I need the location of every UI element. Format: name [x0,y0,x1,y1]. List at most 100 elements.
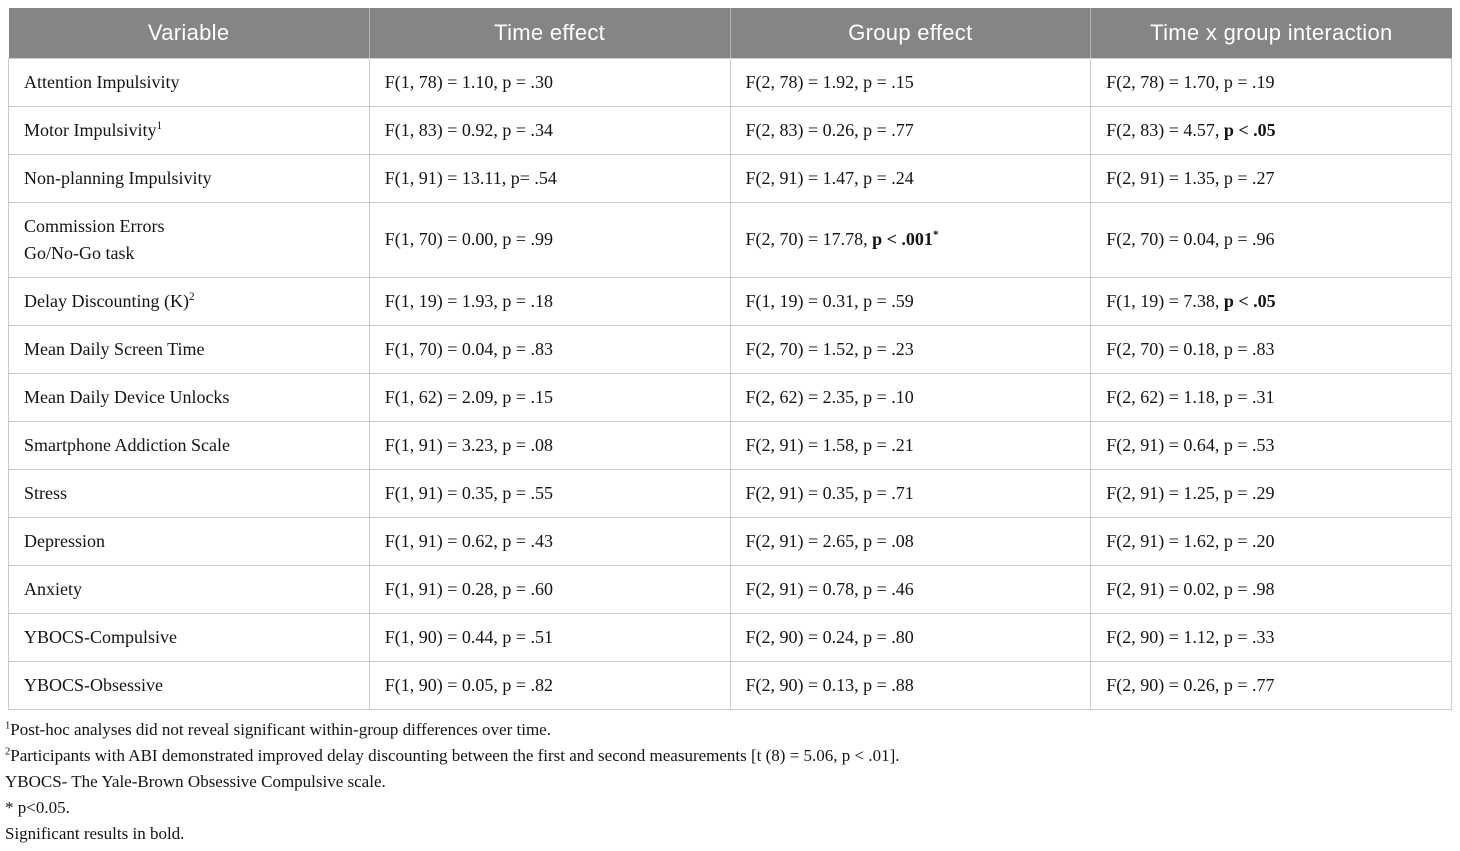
stat-text: F(1, 62) = 2.09, p = .15 [384,386,554,407]
table-row: Attention Impulsivity F(1, 78) = 1.10, p … [8,57,1452,107]
table-row: YBOCS-Compulsive F(1, 90) = 0.44, p = .51… [8,612,1452,662]
table-row: Smartphone Addiction Scale F(1, 91) = 3.2… [8,420,1452,470]
stat-text: F(2, 91) = 2.65, p = .08 [745,530,914,551]
interaction-stat-cell: F(2, 91) = 0.02, p = .98 [1090,564,1452,614]
variable-label-line2: Go/No-Go task [24,242,135,263]
interaction-stat-cell: F(2, 90) = 1.12, p = .33 [1090,612,1452,662]
variable-cell: YBOCS-Compulsive [8,612,370,662]
interaction-stat-cell: F(2, 78) = 1.70, p = .19 [1090,57,1452,107]
group-stat-cell: F(2, 83) = 0.26, p = .77 [729,105,1092,155]
header-time-group-interaction: Time x group interaction [1090,8,1452,58]
stat-text: F(1, 70) = 0.00, p = .99 [384,229,554,249]
group-stat-cell: F(2, 91) = 1.47, p = .24 [729,153,1092,203]
table-row: Commission Errors Go/No-Go task F(1, 70) =… [8,201,1452,278]
footnote-ref: 1 [156,119,163,132]
variable-label: YBOCS-Obsessive [24,674,164,695]
time-stat-cell: F(1, 90) = 0.44, p = .51 [368,612,731,662]
stat-text: F(2, 91) = 0.02, p = .98 [1106,578,1275,599]
stat-text: F(2, 91) = 0.64, p = .53 [1106,434,1275,455]
stat-text: F(2, 70) = 1.52, p = .23 [745,338,914,359]
interaction-stat-cell: F(2, 91) = 1.62, p = .20 [1090,516,1452,566]
stat-text: F(2, 62) = 1.18, p = .31 [1106,386,1275,407]
variable-label: Non-planning Impulsivity [24,167,212,188]
variable-label: Smartphone Addiction Scale [24,434,230,455]
variable-cell: Mean Daily Device Unlocks [8,372,370,422]
group-stat-cell: F(2, 90) = 0.24, p = .80 [729,612,1092,662]
interaction-stat-cell: F(2, 83) = 4.57, p < .05 [1090,105,1452,155]
variable-cell: Stress [8,468,370,518]
stat-text: F(2, 70) = 0.18, p = .83 [1106,338,1275,359]
stat-text: F(2, 91) = 1.25, p = .29 [1106,482,1275,503]
table-row: Anxiety F(1, 91) = 0.28, p = .60 F(2, 91) … [8,564,1452,614]
footnote-line: 1Post-hoc analyses did not reveal signif… [5,717,1452,743]
stat-text: F(2, 91) = 1.47, p = .24 [745,167,914,188]
time-stat-cell: F(1, 70) = 0.00, p = .99 [368,201,731,278]
group-stat-cell: F(2, 91) = 0.35, p = .71 [729,468,1092,518]
stat-text: F(2, 91) = 1.35, p = .27 [1106,167,1275,188]
stat-text: F(2, 70) = 0.04, p = .96 [1106,229,1275,249]
footnote-text: Post-hoc analyses did not reveal signifi… [10,719,551,739]
variable-cell: Anxiety [8,564,370,614]
stat-text: F(1, 78) = 1.10, p = .30 [384,71,554,92]
table-row: Stress F(1, 91) = 0.35, p = .55 F(2, 91) =… [8,468,1452,518]
header-variable: Variable [8,8,370,58]
stat-text: F(2, 91) = 1.62, p = .20 [1106,530,1275,551]
stat-text: F(2, 90) = 0.13, p = .88 [745,674,914,695]
variable-label: Stress [24,482,68,503]
footnote-line: * p<0.05. [5,795,1452,821]
group-stat-cell: F(2, 70) = 17.78, p < .001* [729,201,1092,278]
interaction-stat-cell: F(2, 91) = 0.64, p = .53 [1090,420,1452,470]
results-table-figure: Variable Time effect Group effect Time x… [5,8,1452,847]
interaction-stat-cell: F(1, 19) = 7.38, p < .05 [1090,276,1452,326]
footnote-text: Significant results in bold. [5,823,185,843]
header-time-effect: Time effect [368,8,730,58]
stat-text: F(1, 91) = 3.23, p = .08 [384,434,554,455]
group-stat-cell: F(2, 70) = 1.52, p = .23 [729,324,1092,374]
footnote-number: 1 [5,719,11,731]
variable-label: YBOCS-Compulsive [24,626,178,647]
time-stat-cell: F(1, 62) = 2.09, p = .15 [368,372,731,422]
stat-asterisk: * [932,229,939,241]
interaction-stat-cell: F(2, 91) = 1.35, p = .27 [1090,153,1452,203]
interaction-stat-cell: F(2, 90) = 0.26, p = .77 [1090,660,1452,710]
table-header-row: Variable Time effect Group effect Time x… [8,8,1452,58]
interaction-stat-cell: F(2, 91) = 1.25, p = .29 [1090,468,1452,518]
footnote-text: Participants with ABI demonstrated impro… [10,745,900,765]
group-stat-cell: F(2, 91) = 0.78, p = .46 [729,564,1092,614]
table-header: Variable Time effect Group effect Time x… [8,8,1452,58]
stat-text: F(1, 19) = 7.38, [1106,290,1224,311]
anova-results-table: Variable Time effect Group effect Time x… [8,8,1452,710]
interaction-stat-cell: F(2, 62) = 1.18, p = .31 [1090,372,1452,422]
group-stat-cell: F(2, 90) = 0.13, p = .88 [729,660,1092,710]
stat-text: F(1, 91) = 0.35, p = .55 [384,482,554,503]
variable-cell: Non-planning Impulsivity [8,153,370,203]
footnote-text: * p<0.05. [5,797,70,817]
time-stat-cell: F(1, 83) = 0.92, p = .34 [368,105,731,155]
footnote-line: 2Participants with ABI demonstrated impr… [5,743,1452,769]
stat-text: F(1, 83) = 0.92, p = .34 [384,119,554,140]
variable-cell: Smartphone Addiction Scale [8,420,370,470]
time-stat-cell: F(1, 90) = 0.05, p = .82 [368,660,731,710]
stat-text: F(1, 19) = 0.31, p = .59 [745,290,914,311]
variable-label: Depression [24,530,105,551]
stat-text: F(2, 70) = 17.78, [745,229,873,249]
time-stat-cell: F(1, 78) = 1.10, p = .30 [368,57,731,107]
stat-text: F(2, 91) = 1.58, p = .21 [745,434,914,455]
variable-label: Attention Impulsivity [24,71,180,92]
footnote-ref: 2 [188,290,195,303]
group-stat-cell: F(2, 91) = 2.65, p = .08 [729,516,1092,566]
time-stat-cell: F(1, 19) = 1.93, p = .18 [368,276,731,326]
footnote-number: 2 [5,745,11,757]
stat-text: F(2, 83) = 0.26, p = .77 [745,119,914,140]
variable-label: Motor Impulsivity [24,119,157,140]
stat-text: F(2, 90) = 0.24, p = .80 [745,626,914,647]
stat-text: F(1, 90) = 0.05, p = .82 [384,674,554,695]
stat-bold-significant: p < .05 [1223,119,1276,140]
stat-bold-significant: p < .001 [872,229,933,249]
variable-label: Anxiety [24,578,82,599]
stat-text: F(2, 78) = 1.70, p = .19 [1106,71,1275,92]
table-row: Depression F(1, 91) = 0.62, p = .43 F(2, 9… [8,516,1452,566]
stat-text: F(2, 91) = 0.78, p = .46 [745,578,914,599]
variable-cell: Attention Impulsivity [8,57,370,107]
stat-text: F(2, 91) = 0.35, p = .71 [745,482,914,503]
